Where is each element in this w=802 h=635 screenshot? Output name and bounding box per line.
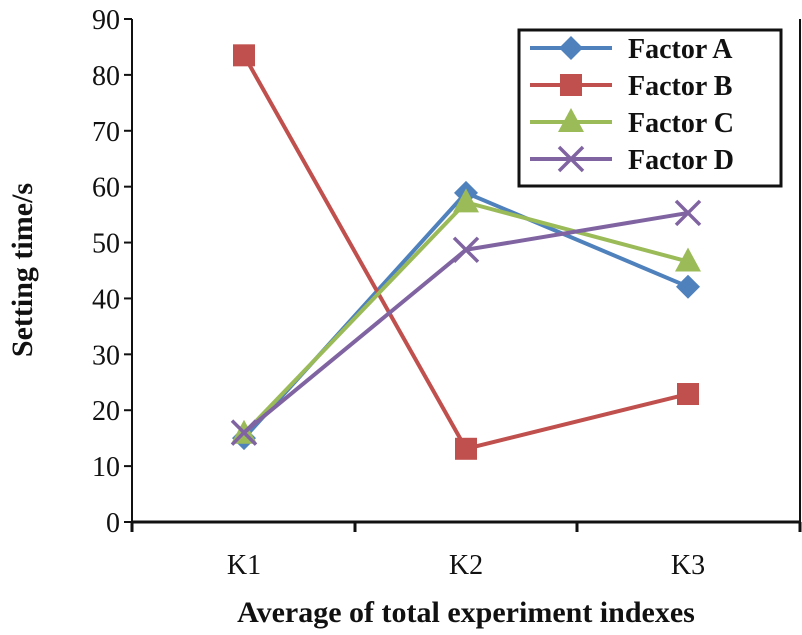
x-marker — [230, 419, 258, 446]
legend-label: Factor B — [628, 71, 732, 102]
diamond-marker — [559, 36, 583, 60]
triangle-marker — [558, 108, 584, 132]
x-marker — [557, 145, 585, 173]
y-tick-label: 90 — [92, 5, 120, 36]
x-marker — [452, 236, 480, 264]
triangle-marker — [453, 188, 479, 213]
series-line — [242, 210, 689, 435]
series-factor-b — [233, 44, 699, 460]
y-tick-label: 60 — [92, 173, 120, 204]
diamond-marker — [676, 274, 700, 299]
y-axis-label: Setting time/s — [6, 183, 39, 357]
legend-label: Factor D — [628, 145, 734, 176]
y-tick-label: 50 — [92, 229, 120, 260]
legend-item: Factor A — [530, 34, 733, 65]
series-line — [242, 200, 689, 436]
legend-item: Factor C — [530, 108, 734, 139]
legend-item: Factor B — [530, 71, 732, 102]
square-marker — [233, 44, 255, 67]
series-line — [242, 190, 689, 440]
y-tick-label: 0 — [106, 508, 120, 539]
y-tick-label: 40 — [92, 284, 120, 315]
square-marker — [560, 74, 582, 96]
x-marker — [674, 199, 702, 227]
y-tick-label: 70 — [92, 117, 120, 148]
square-marker — [677, 383, 699, 406]
y-tick-label: 10 — [92, 452, 120, 483]
series-factor-d — [230, 199, 702, 446]
y-tick-label: 20 — [92, 396, 120, 427]
x-tick-label: K1 — [227, 550, 261, 581]
x-axis-label: Average of total experiment indexes — [237, 596, 695, 629]
series-factor-c — [231, 188, 701, 444]
legend-item: Factor D — [530, 145, 734, 176]
y-tick-label: 30 — [92, 340, 120, 371]
x-tick-label: K3 — [671, 550, 705, 581]
triangle-marker — [675, 247, 701, 272]
x-tick-label: K2 — [449, 550, 483, 581]
y-tick-label: 80 — [92, 61, 120, 92]
square-marker — [455, 437, 477, 460]
legend-label: Factor C — [628, 108, 734, 139]
legend-label: Factor A — [628, 34, 733, 65]
